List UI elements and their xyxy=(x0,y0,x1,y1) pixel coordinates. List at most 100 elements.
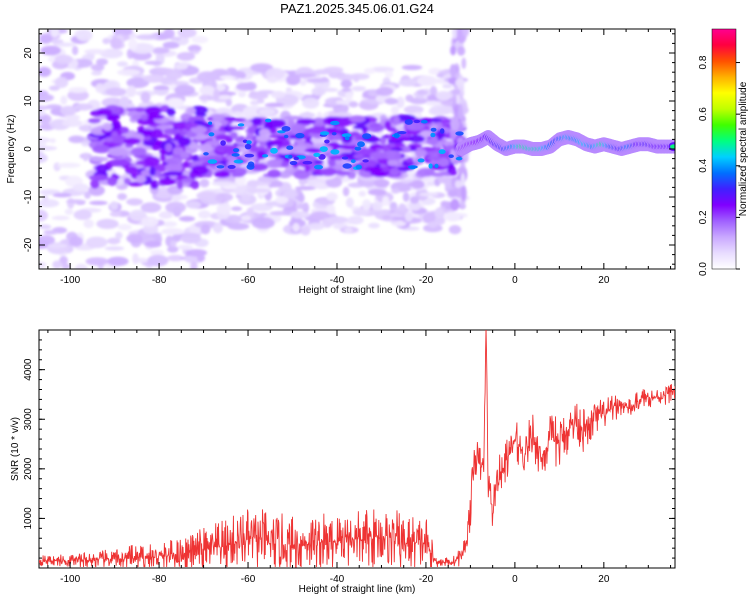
spectrogram-cell xyxy=(438,149,446,155)
spectrogram-cell xyxy=(124,165,138,175)
spectrogram-cell xyxy=(266,158,283,169)
spectrogram-cell xyxy=(39,34,53,44)
x-tick-label: 20 xyxy=(598,275,610,286)
spectrogram-cell xyxy=(215,134,231,141)
spectrogram-cell xyxy=(136,117,157,126)
spectrogram-cell xyxy=(147,254,169,267)
spectrogram-cell xyxy=(190,180,200,190)
spectrogram-cell xyxy=(353,125,367,130)
spectrogram-cell xyxy=(294,186,317,191)
spectrogram-cell xyxy=(270,147,278,154)
spectrogram-cell xyxy=(61,119,83,127)
spectrogram-cell xyxy=(39,93,55,102)
spectrogram-cell xyxy=(444,145,456,151)
colorbar-tick-label: 0.6 xyxy=(698,107,709,121)
spectrogram-cell xyxy=(405,94,414,102)
spectrogram-cell xyxy=(319,146,328,153)
spectrogram-cell xyxy=(159,178,176,186)
spectrogram-cell xyxy=(457,166,467,174)
y-tick-label: 10 xyxy=(23,95,34,107)
spectrogram-cell xyxy=(107,237,121,245)
spectrogram-cell xyxy=(353,74,360,83)
spectrogram-cell xyxy=(448,154,454,158)
spectrogram-cell xyxy=(54,42,76,47)
spectrogram-cell xyxy=(106,113,121,121)
spectrogram-cell xyxy=(161,228,184,235)
spectrogram-noise xyxy=(39,29,471,269)
spectrogram-cell xyxy=(149,166,156,176)
spectrogram-cell xyxy=(185,106,196,115)
spectrogram-cell xyxy=(115,231,123,240)
spectrogram-cell xyxy=(206,117,213,121)
spectrogram-cell xyxy=(293,169,311,180)
spectrogram-cell xyxy=(87,118,101,124)
spectrogram-cell xyxy=(52,260,62,269)
spectrogram-cell xyxy=(250,100,260,106)
spectrogram-cell xyxy=(191,154,201,162)
spectrogram-cell xyxy=(409,97,429,105)
spectrogram-cell xyxy=(166,107,176,117)
spectrogram-cell xyxy=(327,158,336,167)
spectrogram-cell xyxy=(47,243,68,248)
spectrogram-cell xyxy=(330,134,343,141)
spectrogram-cell xyxy=(164,163,183,173)
spectrogram-cell xyxy=(398,79,417,87)
spectrogram-cell xyxy=(213,121,221,130)
spectrogram-cell xyxy=(123,137,141,145)
x-tick-label: -100 xyxy=(60,574,80,585)
spectrogram-cell xyxy=(451,88,461,95)
spectrogram-cell xyxy=(438,157,450,167)
spectrogram-cell xyxy=(126,198,143,206)
spectrogram-cell xyxy=(64,114,81,121)
spectrogram-cell xyxy=(224,116,236,121)
spectrogram-cell xyxy=(227,164,236,169)
spectrogram-cell xyxy=(264,102,285,108)
spectrogram-cell xyxy=(457,46,466,56)
spectrogram-ylabel: Frequency (Hz) xyxy=(6,115,17,184)
spectrogram-cell xyxy=(326,204,336,215)
spectrogram-cell xyxy=(352,208,370,216)
spectrogram-cell xyxy=(102,122,113,131)
spectrogram-cell xyxy=(326,129,343,135)
spectrogram-cell xyxy=(241,193,251,203)
spectrogram-cell xyxy=(353,153,364,159)
spectrogram-cell xyxy=(163,171,184,176)
spectrogram-cell xyxy=(141,216,159,227)
spectrogram-cell xyxy=(255,135,270,142)
spectrogram-cell xyxy=(191,35,209,44)
spectrogram-cell xyxy=(417,158,425,163)
spectrogram-cell xyxy=(84,191,91,199)
spectrogram-cell xyxy=(450,45,457,56)
spectrogram-cell xyxy=(358,190,367,197)
spectrogram-cell xyxy=(336,170,351,176)
spectrogram-cell xyxy=(180,232,202,244)
spectrogram-cell xyxy=(362,133,372,140)
spectrogram-cell xyxy=(163,128,179,135)
spectrogram-cell xyxy=(95,164,109,173)
spectrogram-cell xyxy=(228,125,245,131)
spectrogram-cell xyxy=(444,211,462,222)
spectrogram-cell xyxy=(190,125,208,134)
spectrogram-cell xyxy=(177,136,191,147)
spectrogram-cell xyxy=(54,76,69,88)
spectrogram-cell xyxy=(362,159,369,163)
spectrogram-cell xyxy=(452,94,457,107)
spectrogram-cell xyxy=(95,83,105,93)
spectrogram-cell xyxy=(330,149,340,155)
colorbar-tick-label: 0.8 xyxy=(698,55,709,69)
spectrogram-cell xyxy=(449,169,458,176)
spectrogram-cell xyxy=(398,145,414,153)
colorbar-tick-label: 0.0 xyxy=(698,262,709,276)
spectrogram-cell xyxy=(196,71,219,83)
spectrogram-cell xyxy=(110,38,123,49)
spectrogram-cell xyxy=(414,148,427,158)
spectrogram-cell xyxy=(147,113,165,120)
spectrogram-cell xyxy=(390,106,400,115)
spectrogram-cell xyxy=(299,112,316,119)
spectrogram-cell xyxy=(92,145,111,154)
spectrogram-cell xyxy=(178,216,196,222)
x-tick-label: 0 xyxy=(512,574,518,585)
spectrogram-cell xyxy=(237,123,245,127)
spectrogram-cell xyxy=(461,185,467,202)
spectrogram-cell xyxy=(172,146,184,155)
